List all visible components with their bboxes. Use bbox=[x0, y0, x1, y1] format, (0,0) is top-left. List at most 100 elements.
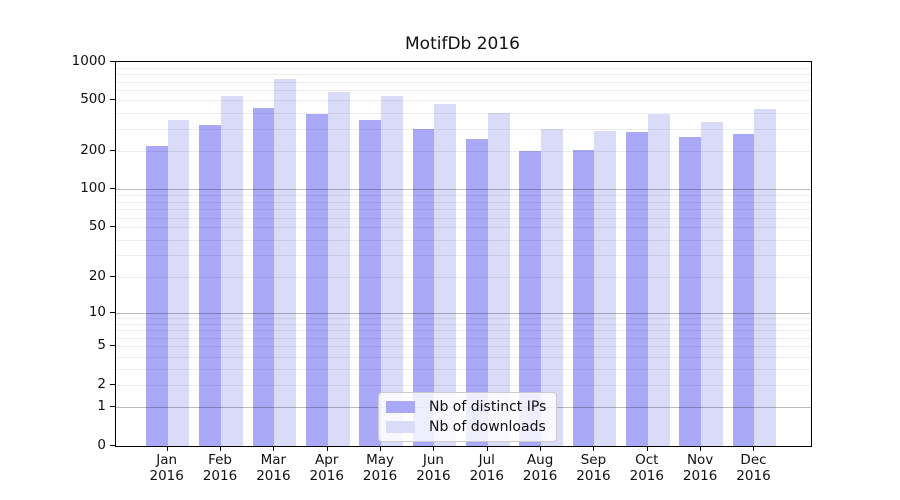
x-tick-dec bbox=[753, 446, 755, 451]
y-tick-5 bbox=[110, 345, 115, 347]
bar-downloads-jan bbox=[167, 120, 190, 446]
legend-label-distinct-ips: Nb of distinct IPs bbox=[429, 399, 547, 415]
bar-distinct-ips-jun bbox=[412, 128, 435, 446]
x-tick-label-sep: Sep 2016 bbox=[576, 452, 611, 484]
minor-gridline-9 bbox=[116, 318, 811, 320]
x-tick-label-jan: Jan 2016 bbox=[149, 452, 184, 484]
minor-gridline-400 bbox=[116, 112, 811, 114]
bar-distinct-ips-oct bbox=[626, 131, 648, 446]
minor-gridline-50 bbox=[116, 227, 811, 229]
minor-gridline-40 bbox=[116, 239, 811, 241]
minor-gridline-800 bbox=[116, 74, 811, 76]
bar-distinct-ips-feb bbox=[199, 125, 222, 446]
minor-gridline-60 bbox=[116, 217, 811, 219]
y-tick-20 bbox=[110, 275, 115, 277]
x-tick-jun bbox=[433, 446, 435, 451]
chart-title: MotifDb 2016 bbox=[405, 34, 520, 54]
minor-gridline-200 bbox=[116, 151, 811, 153]
bar-distinct-ips-sep bbox=[572, 149, 595, 446]
x-tick-label-aug: Aug 2016 bbox=[522, 452, 558, 484]
y-tick-label-0: 0 bbox=[97, 437, 106, 453]
y-tick-label-200: 200 bbox=[80, 142, 106, 159]
bar-distinct-ips-mar bbox=[252, 108, 275, 446]
y-tick-500 bbox=[110, 99, 115, 101]
x-tick-sep bbox=[593, 446, 595, 451]
minor-gridline-4 bbox=[116, 356, 811, 358]
bar-downloads-oct bbox=[647, 114, 670, 446]
minor-gridline-900 bbox=[116, 67, 811, 69]
y-tick-label-50: 50 bbox=[88, 218, 106, 235]
legend-swatch-distinct-ips bbox=[386, 401, 415, 413]
minor-gridline-7 bbox=[116, 330, 811, 332]
bar-distinct-ips-aug bbox=[519, 151, 542, 446]
major-gridline-100 bbox=[116, 189, 811, 191]
bar-downloads-may bbox=[381, 96, 403, 446]
minor-gridline-500 bbox=[116, 100, 811, 102]
minor-gridline-90 bbox=[116, 195, 811, 197]
x-tick-apr bbox=[326, 446, 328, 451]
x-tick-label-oct: Oct 2016 bbox=[629, 452, 664, 484]
bar-distinct-ips-jan bbox=[145, 145, 168, 446]
y-tick-label-500: 500 bbox=[80, 91, 106, 108]
y-tick-label-100: 100 bbox=[80, 180, 106, 197]
plot-area bbox=[115, 61, 812, 447]
bar-downloads-dec bbox=[754, 109, 777, 446]
x-tick-may bbox=[380, 446, 382, 451]
x-tick-oct bbox=[646, 446, 648, 451]
x-tick-label-apr: Apr 2016 bbox=[309, 452, 344, 484]
y-tick-100 bbox=[110, 188, 115, 190]
legend-swatch-downloads bbox=[386, 421, 415, 433]
bar-distinct-ips-apr bbox=[305, 114, 328, 446]
y-tick-50 bbox=[110, 226, 115, 228]
x-tick-nov bbox=[700, 446, 702, 451]
bar-distinct-ips-nov bbox=[679, 136, 702, 446]
minor-gridline-2 bbox=[116, 384, 811, 386]
y-tick-label-10: 10 bbox=[88, 303, 106, 320]
x-tick-aug bbox=[540, 446, 542, 451]
y-tick-1 bbox=[110, 406, 115, 408]
minor-gridline-700 bbox=[116, 81, 811, 83]
y-tick-2 bbox=[110, 383, 115, 385]
minor-gridline-5 bbox=[116, 346, 811, 348]
x-tick-label-mar: Mar 2016 bbox=[256, 452, 291, 484]
y-tick-1000 bbox=[110, 61, 115, 62]
minor-gridline-80 bbox=[116, 201, 811, 203]
minor-gridline-30 bbox=[116, 255, 811, 257]
minor-gridline-600 bbox=[116, 90, 811, 92]
y-tick-label-1000: 1000 bbox=[71, 53, 106, 69]
x-tick-feb bbox=[220, 446, 222, 451]
y-tick-label-5: 5 bbox=[97, 337, 106, 354]
bar-downloads-jun bbox=[434, 103, 457, 446]
bar-downloads-aug bbox=[541, 128, 563, 446]
x-tick-mar bbox=[273, 446, 275, 451]
x-tick-label-feb: Feb 2016 bbox=[202, 452, 238, 484]
bar-distinct-ips-dec bbox=[732, 133, 755, 446]
y-tick-10 bbox=[110, 311, 115, 313]
minor-gridline-70 bbox=[116, 209, 811, 211]
legend-item-distinct-ips: Nb of distinct IPs bbox=[386, 399, 546, 415]
legend: Nb of distinct IPs Nb of downloads bbox=[378, 392, 558, 442]
bar-downloads-feb bbox=[221, 95, 243, 446]
minor-gridline-8 bbox=[116, 323, 811, 325]
minor-gridline-6 bbox=[116, 337, 811, 339]
bar-distinct-ips-may bbox=[359, 120, 382, 446]
y-tick-0 bbox=[110, 445, 115, 446]
minor-gridline-3 bbox=[116, 368, 811, 370]
x-tick-jul bbox=[486, 446, 488, 451]
bar-downloads-mar bbox=[274, 78, 297, 446]
legend-label-downloads: Nb of downloads bbox=[429, 419, 546, 435]
bar-downloads-nov bbox=[701, 121, 723, 446]
x-tick-label-jul: Jul 2016 bbox=[469, 452, 504, 484]
major-gridline-10 bbox=[116, 312, 811, 314]
y-tick-label-20: 20 bbox=[88, 267, 106, 284]
y-tick-label-1: 1 bbox=[97, 398, 106, 415]
y-tick-200 bbox=[110, 150, 115, 152]
x-tick-label-jun: Jun 2016 bbox=[416, 452, 451, 484]
x-tick-jan bbox=[166, 446, 168, 451]
x-tick-label-may: May 2016 bbox=[362, 452, 398, 484]
legend-item-downloads: Nb of downloads bbox=[386, 419, 546, 435]
minor-gridline-300 bbox=[116, 128, 811, 130]
minor-gridline-20 bbox=[116, 276, 811, 278]
y-tick-label-2: 2 bbox=[97, 375, 106, 392]
